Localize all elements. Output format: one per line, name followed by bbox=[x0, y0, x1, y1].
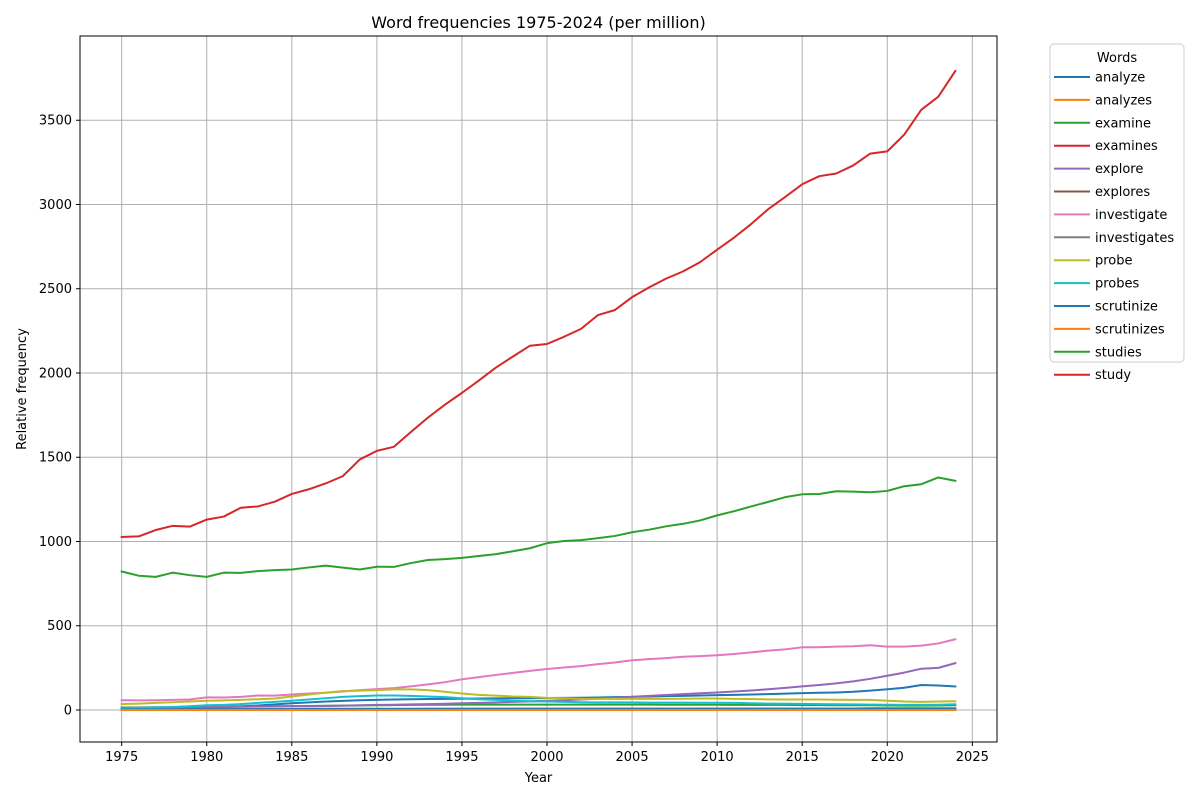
x-tick-label: 2015 bbox=[786, 750, 819, 765]
y-tick-label: 500 bbox=[47, 619, 72, 634]
x-tick-label: 1985 bbox=[275, 750, 308, 765]
series-line-study bbox=[120, 69, 957, 538]
x-axis-label: Year bbox=[524, 771, 553, 786]
x-tick-label: 1975 bbox=[105, 750, 138, 765]
y-tick-label: 1500 bbox=[39, 451, 72, 466]
legend-label: scrutinize bbox=[1095, 300, 1158, 315]
legend-label: explore bbox=[1095, 162, 1143, 177]
legend-label: studies bbox=[1095, 345, 1142, 360]
x-tick-label: 2005 bbox=[616, 750, 649, 765]
legend-item-probes: probes bbox=[1054, 277, 1140, 292]
x-axis-ticks: 1975 1980 1985 1990 1995 2000 2005 2010 2015 2020… bbox=[105, 742, 989, 765]
legend-label: examines bbox=[1095, 139, 1158, 154]
y-tick-label: 2500 bbox=[39, 282, 72, 297]
legend-item-studies: studies bbox=[1054, 345, 1142, 360]
x-tick-label: 2000 bbox=[530, 750, 563, 765]
y-tick-label: 2000 bbox=[39, 366, 72, 381]
legend-item-explore: explore bbox=[1054, 162, 1143, 177]
legend-item-probe: probe bbox=[1054, 254, 1133, 269]
legend-item-examines: examines bbox=[1054, 139, 1158, 154]
legend: Words analyze analyzes examine examines expl… bbox=[1049, 43, 1185, 383]
legend-label: scrutinizes bbox=[1095, 322, 1165, 337]
series-line-probes bbox=[120, 694, 957, 710]
legend-title: Words bbox=[1097, 51, 1137, 66]
legend-label: explores bbox=[1095, 185, 1150, 200]
y-axis-ticks: 0 500 1000 1500 2000 2500 3000 3500 bbox=[39, 114, 80, 718]
legend-item-investigates: investigates bbox=[1054, 231, 1174, 246]
legend-label: examine bbox=[1095, 116, 1151, 131]
y-tick-label: 0 bbox=[64, 703, 72, 718]
y-tick-label: 3500 bbox=[39, 114, 72, 129]
y-axis-label: Relative frequency bbox=[15, 328, 30, 450]
chart-title: Word frequencies 1975-2024 (per million) bbox=[371, 13, 705, 32]
legend-label: investigates bbox=[1095, 231, 1174, 246]
x-tick-label: 2010 bbox=[701, 750, 734, 765]
x-tick-label: 2020 bbox=[871, 750, 904, 765]
x-tick-label: 1995 bbox=[445, 750, 478, 765]
legend-item-scrutinizes: scrutinizes bbox=[1054, 322, 1165, 337]
x-tick-label: 2025 bbox=[956, 750, 989, 765]
plot-frame bbox=[79, 35, 998, 743]
legend-item-scrutinize: scrutinize bbox=[1054, 300, 1158, 315]
y-tick-label: 1000 bbox=[39, 535, 72, 550]
y-tick-label: 3000 bbox=[39, 198, 72, 213]
series-lines bbox=[120, 69, 957, 711]
legend-items: analyze analyzes examine examines explore exp… bbox=[1054, 71, 1174, 383]
legend-item-examine: examine bbox=[1054, 116, 1151, 131]
x-tick-label: 1990 bbox=[360, 750, 393, 765]
series-line-probe bbox=[120, 688, 957, 706]
x-tick-label: 1980 bbox=[190, 750, 223, 765]
legend-item-study: study bbox=[1054, 368, 1131, 383]
legend-label: study bbox=[1095, 368, 1131, 383]
series-line-investigate bbox=[120, 638, 957, 702]
legend-label: analyze bbox=[1095, 71, 1145, 86]
legend-label: probes bbox=[1095, 277, 1140, 292]
legend-item-investigate: investigate bbox=[1054, 208, 1167, 223]
legend-item-analyzes: analyzes bbox=[1054, 93, 1152, 108]
legend-label: analyzes bbox=[1095, 93, 1152, 108]
legend-label: probe bbox=[1095, 254, 1133, 269]
legend-item-explores: explores bbox=[1054, 185, 1150, 200]
legend-item-analyze: analyze bbox=[1054, 71, 1145, 86]
series-line-studies bbox=[120, 476, 957, 578]
grid bbox=[80, 36, 997, 742]
legend-label: investigate bbox=[1095, 208, 1167, 223]
